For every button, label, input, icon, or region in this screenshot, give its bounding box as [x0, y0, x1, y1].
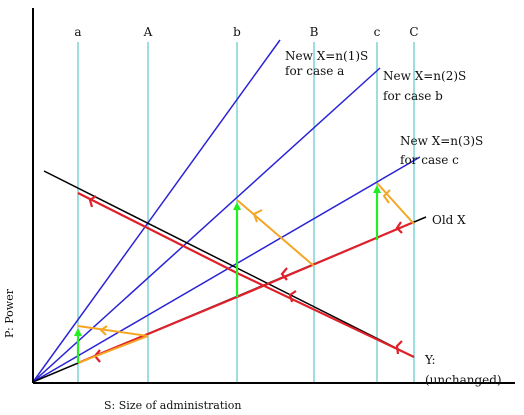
red-chevron-2 — [288, 290, 297, 303]
case-a-label-line1: New X=n(1)S — [285, 49, 368, 63]
orange-path-b-diagonal — [236, 199, 315, 267]
vertical-label-C: C — [409, 25, 418, 39]
y-line-label-line1: Y: — [424, 353, 435, 367]
orange-chevron-a — [99, 325, 108, 336]
red-path-old-x-right — [236, 220, 415, 299]
case-a-label-line2: for case a — [285, 64, 344, 78]
orange-chevron-c — [382, 189, 391, 204]
red-chevron-4 — [395, 221, 403, 234]
new-x-line-case-a — [32, 39, 281, 383]
red-chevron-1 — [88, 195, 97, 208]
case-b-label-line2: for case b — [383, 89, 443, 103]
vertical-label-c: c — [374, 25, 381, 39]
orange-path-c-diagonal — [376, 182, 415, 225]
new-x-line-case-c — [32, 156, 421, 383]
vertical-label-B: B — [310, 25, 319, 39]
case-c-label-line2: for case c — [400, 153, 459, 167]
case-c-label-line1: New X=n(3)S — [400, 134, 483, 148]
red-path-y-upper — [77, 192, 238, 274]
y-line-label-line2: (unchanged) — [425, 373, 502, 387]
case-b-label-line1: New X=n(2)S — [383, 69, 466, 83]
y-axis-label: P: Power — [3, 288, 16, 338]
red-chevron-5 — [280, 267, 288, 281]
red-path-y-lower — [236, 272, 415, 358]
y-line — [43, 170, 415, 358]
orange-paths — [77, 182, 415, 364]
orange-path-a-lower — [77, 335, 149, 364]
red-chevrons — [88, 195, 403, 363]
red-chevron-3 — [395, 340, 403, 355]
x-axis-label: S: Size of administration — [104, 399, 241, 412]
vertical-label-A: A — [143, 25, 153, 39]
vertical-label-a: a — [74, 25, 81, 39]
new-x-lines — [32, 39, 421, 383]
vertical-label-b: b — [233, 25, 241, 39]
orange-chevron-b — [252, 209, 263, 223]
green-arrows — [74, 185, 381, 363]
old-x-label: Old X — [432, 213, 466, 227]
new-x-line-case-b — [32, 67, 381, 383]
red-paths — [77, 192, 415, 365]
orange-path-a-diagonal — [77, 325, 149, 337]
vertical-labels: a A b B c C — [74, 25, 418, 39]
